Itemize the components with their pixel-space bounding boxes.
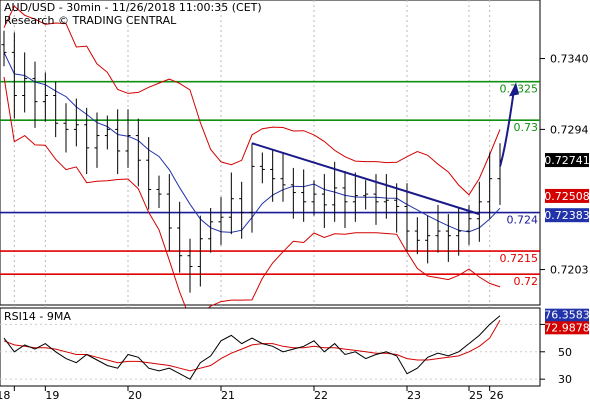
- rsi-panel-title: RSI14 - 9MA: [4, 310, 71, 323]
- level-label: 0.73: [514, 121, 539, 134]
- level-label: 0.7325: [500, 83, 539, 96]
- rsi-tick-label: 50: [558, 346, 572, 359]
- x-axis: 18 19 20 21 22 23 25 26: [0, 386, 504, 400]
- badge-rsi-ma: [545, 321, 589, 335]
- y-tick-label: 0.7294: [550, 123, 589, 136]
- x-tick-label: 25: [469, 389, 483, 400]
- level-label: 0.7215: [500, 252, 539, 265]
- x-tick-label: 18: [0, 389, 10, 400]
- rsi-value: 76.3583: [544, 309, 590, 322]
- rsi-series: [3, 315, 501, 380]
- x-tick-label: 21: [221, 389, 235, 400]
- price-series: [1, 30, 503, 293]
- x-tick-label: 19: [45, 389, 59, 400]
- rsi-panel-frame: [0, 307, 541, 387]
- price-y-axis: 0.7340 0.7294 0.7203 0.72741 0.72508 0.72383: [540, 53, 590, 277]
- rsi-ma-value: 72.9878: [544, 321, 590, 334]
- chart-header-line2: Research © TRADING CENTRAL: [4, 14, 177, 27]
- badge-rsi: [545, 308, 589, 322]
- level-label: 0.724: [507, 214, 539, 227]
- price-overlay: [251, 82, 519, 216]
- badge-upper-band: [545, 188, 589, 203]
- y-tick-label: 0.7340: [550, 53, 589, 66]
- rsi-tick-label: 30: [558, 373, 572, 386]
- bollinger-upper: [3, 5, 501, 196]
- price-panel-frame: [0, 0, 541, 306]
- level-label: 0.72: [514, 275, 539, 288]
- rsi-grid: [0, 323, 540, 380]
- badge-label: 0.72741: [544, 154, 590, 167]
- rsi-line: [3, 315, 501, 380]
- badge-last-price: [545, 153, 589, 168]
- chart-header-line1: AUD/USD - 30min - 11/26/2018 11:00:35 (C…: [4, 1, 262, 14]
- y-tick-label: 0.7203: [550, 264, 589, 277]
- x-tick-label: 26: [490, 389, 504, 400]
- x-tick-label: 20: [128, 389, 142, 400]
- bollinger-lower: [3, 76, 501, 320]
- trendline: [251, 142, 480, 216]
- arrow-head-icon: [509, 82, 519, 97]
- x-tick-label: 22: [314, 389, 328, 400]
- badge-label: 0.72508: [544, 190, 590, 203]
- projection-arrow: [499, 89, 515, 167]
- badge-moving-average: [545, 208, 589, 223]
- price-levels: 0.7325 0.73 0.724 0.7215 0.72: [0, 80, 540, 288]
- x-tick-label: 23: [407, 389, 421, 400]
- badge-label: 0.72383: [544, 209, 590, 222]
